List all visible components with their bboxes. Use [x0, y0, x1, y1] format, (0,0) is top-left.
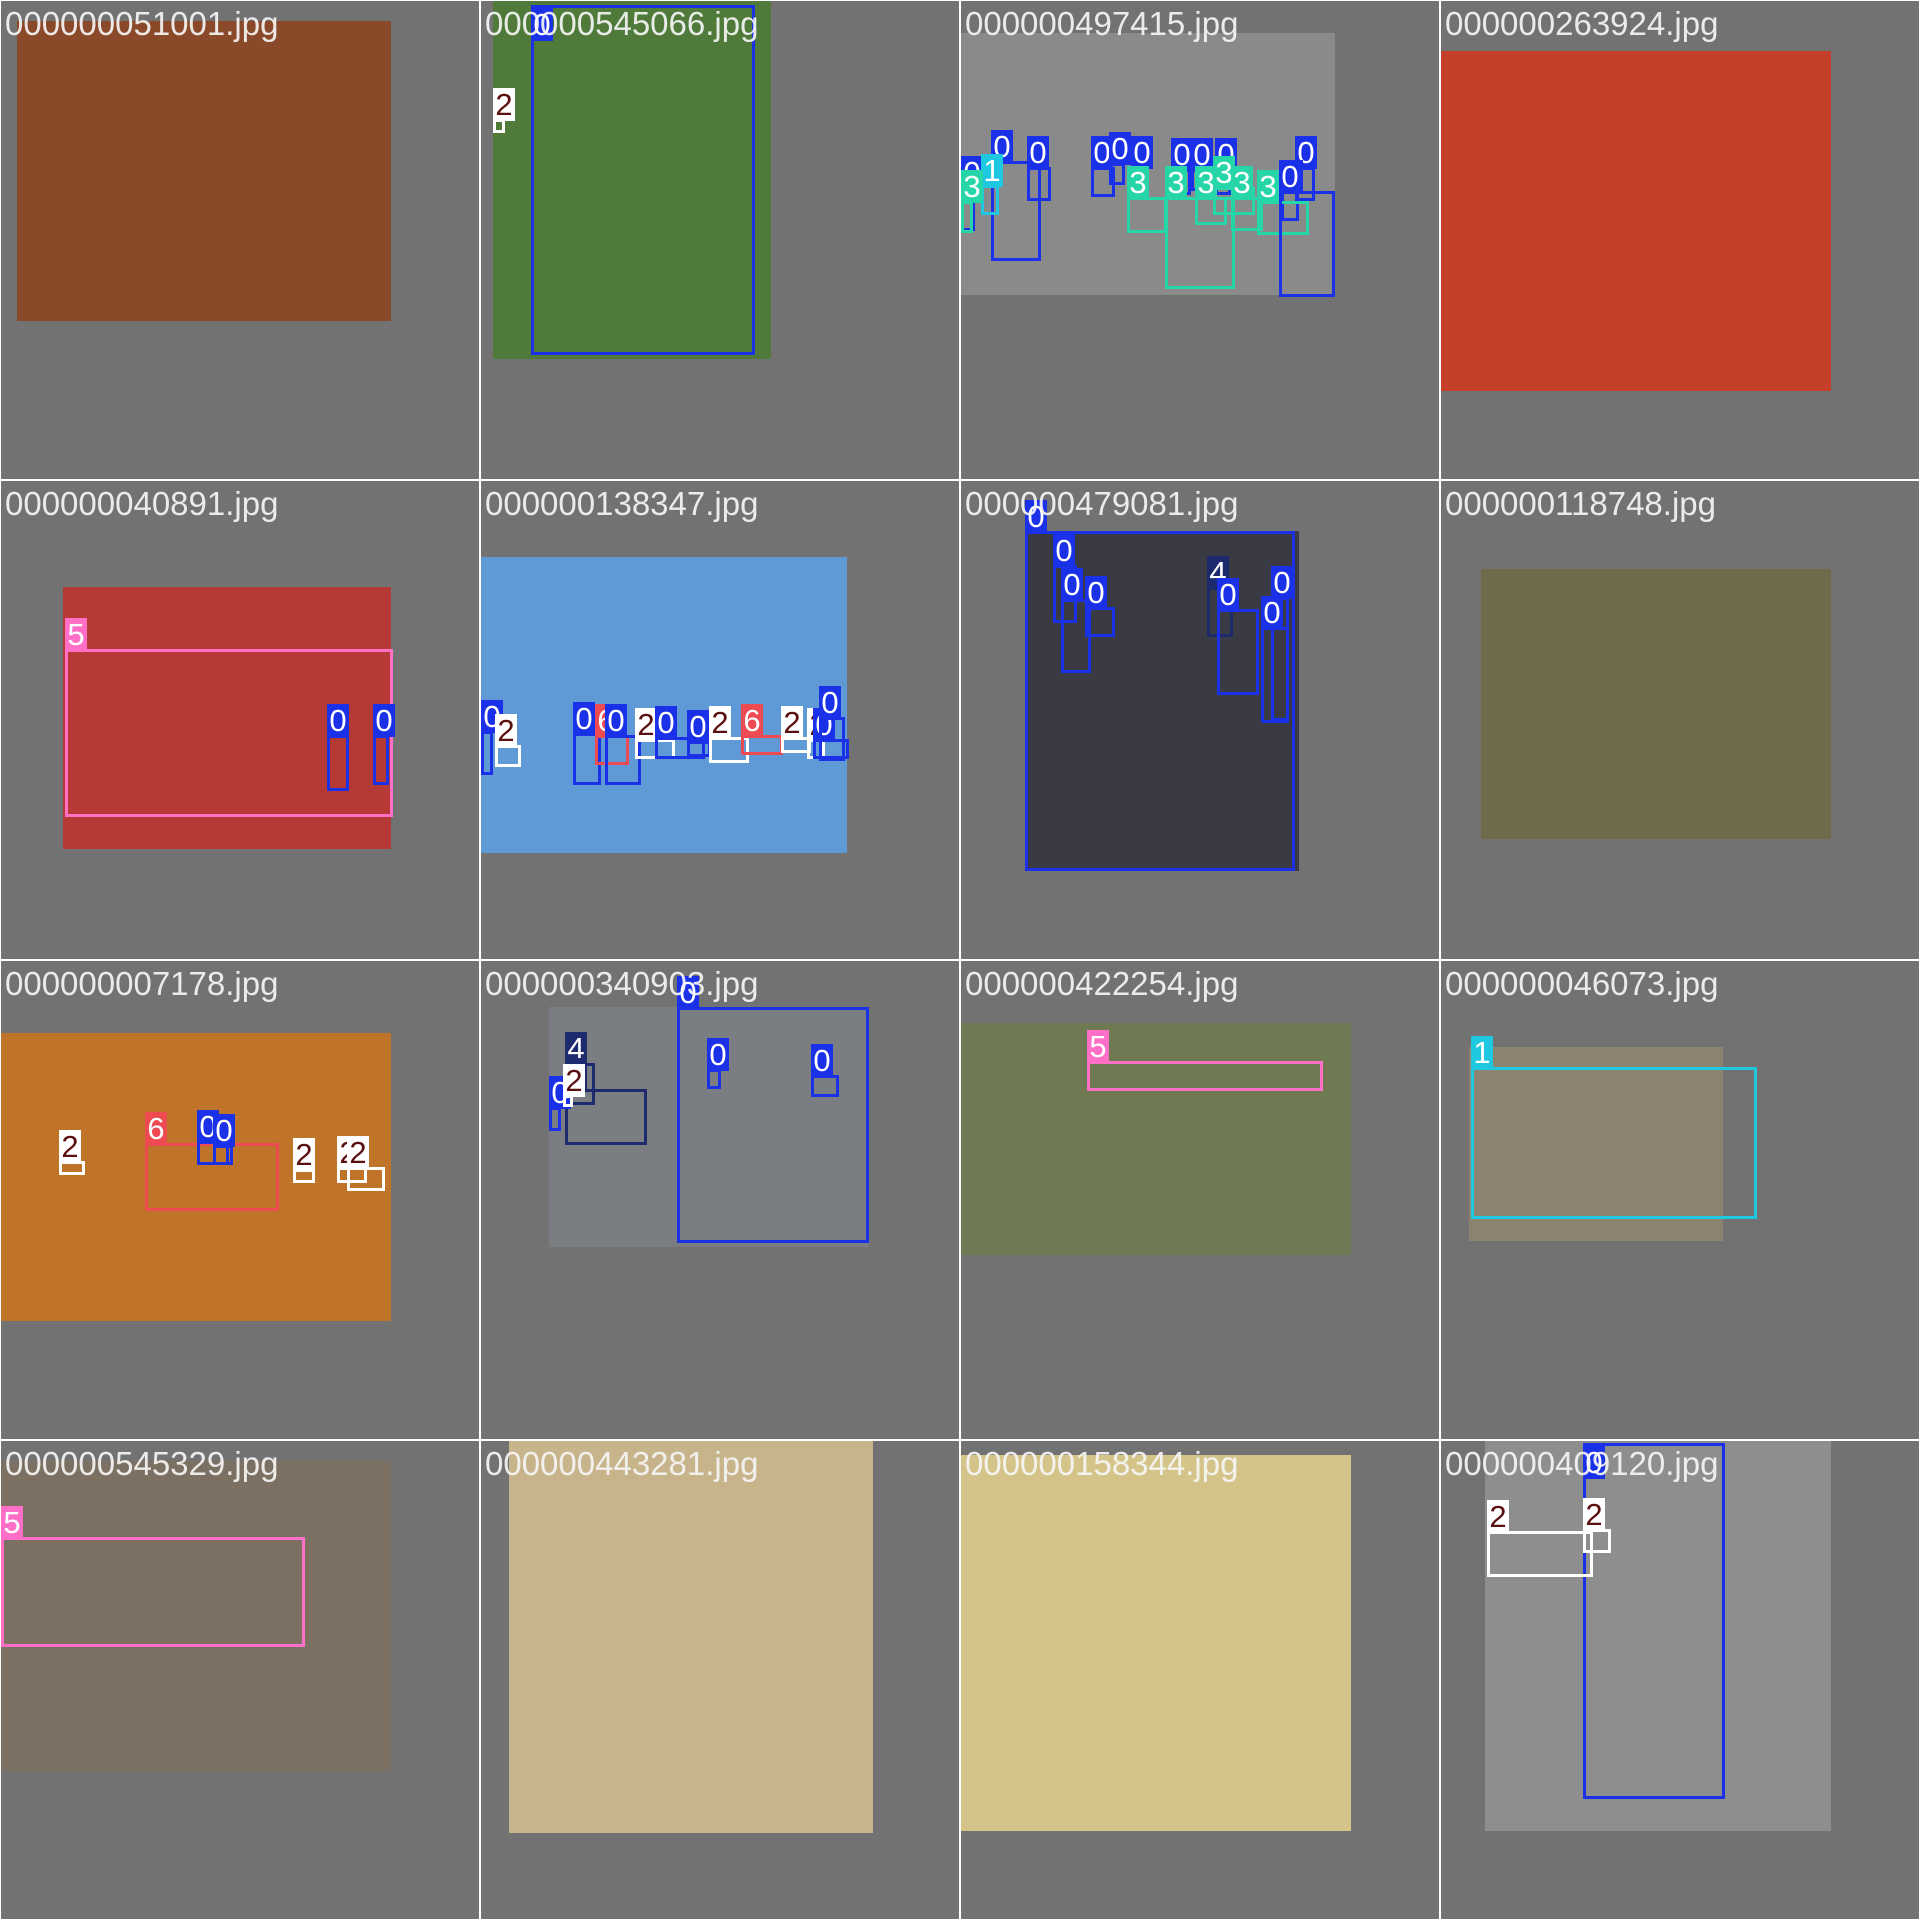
- image-filename: 000000138347.jpg: [485, 485, 759, 522]
- photo: [549, 1007, 869, 1247]
- mosaic-tile: 000000051001.jpg: [1, 1, 479, 479]
- mosaic-tile: 5 000000545329.jpg: [1, 1441, 479, 1919]
- mosaic-tile: 4 4 0 2 0 0 0 000000340903.jpg: [481, 961, 959, 1439]
- photo: [17, 21, 391, 321]
- photo: [1481, 569, 1831, 839]
- image-filename: 000000479081.jpg: [965, 485, 1239, 522]
- image-filename: 000000497415.jpg: [965, 5, 1239, 42]
- image-filename: 000000118748.jpg: [1445, 485, 1716, 522]
- image-filename: 000000340903.jpg: [485, 965, 759, 1002]
- image-filename: 000000046073.jpg: [1445, 965, 1719, 1002]
- photo: [481, 557, 847, 853]
- photo: [961, 33, 1335, 295]
- image-filename: 000000158344.jpg: [965, 1445, 1239, 1482]
- mosaic-tile: 000000443281.jpg: [481, 1441, 959, 1919]
- image-filename: 000000545066.jpg: [485, 5, 759, 42]
- mosaic-tile: 0 0 0 0 4 0 0 0 000000479081.jpg: [961, 481, 1439, 959]
- image-filename: 000000422254.jpg: [965, 965, 1239, 1002]
- photo: [961, 1023, 1351, 1255]
- mosaic-tile: 0 2 2 000000409120.jpg: [1441, 1441, 1919, 1919]
- photo: [63, 587, 391, 849]
- image-filename: 000000263924.jpg: [1445, 5, 1719, 42]
- photo: [1441, 51, 1831, 391]
- image-filename: 000000051001.jpg: [5, 5, 279, 42]
- photo: [509, 1441, 873, 1833]
- photo: [961, 1455, 1351, 1831]
- mosaic-tile: 2 6 0 0 2 2 2 000000007178.jpg: [1, 961, 479, 1439]
- photo: [493, 1, 771, 359]
- mosaic-tile: 0 0 0 0 0 0 0 0 0 0 0 1 3 3 3 3 3 3 3 0 000000497415.jpg: [961, 1, 1439, 479]
- image-filename: 000000443281.jpg: [485, 1445, 759, 1482]
- mosaic-tile: 5 000000422254.jpg: [961, 961, 1439, 1439]
- mosaic-tile: 000000158344.jpg: [961, 1441, 1439, 1919]
- mosaic-tile: 000000263924.jpg: [1441, 1, 1919, 479]
- mosaic-tile: 1 000000046073.jpg: [1441, 961, 1919, 1439]
- mosaic-tile: 0 2 0 6 0 2 0 0 2 6 2 2 0 0 000000138347.jpg: [481, 481, 959, 959]
- photo: [1, 1033, 391, 1321]
- photo: [1025, 531, 1299, 871]
- photo: [1469, 1047, 1723, 1241]
- image-filename: 000000040891.jpg: [5, 485, 279, 522]
- mosaic-tile: 000000118748.jpg: [1441, 481, 1919, 959]
- image-filename: 000000007178.jpg: [5, 965, 279, 1002]
- mosaic-tile: 0 2 000000545066.jpg: [481, 1, 959, 479]
- image-filename: 000000409120.jpg: [1445, 1445, 1719, 1482]
- photo: [1485, 1441, 1831, 1831]
- mosaic-tile: 5 0 0 000000040891.jpg: [1, 481, 479, 959]
- photo: [1, 1461, 391, 1771]
- image-filename: 000000545329.jpg: [5, 1445, 279, 1482]
